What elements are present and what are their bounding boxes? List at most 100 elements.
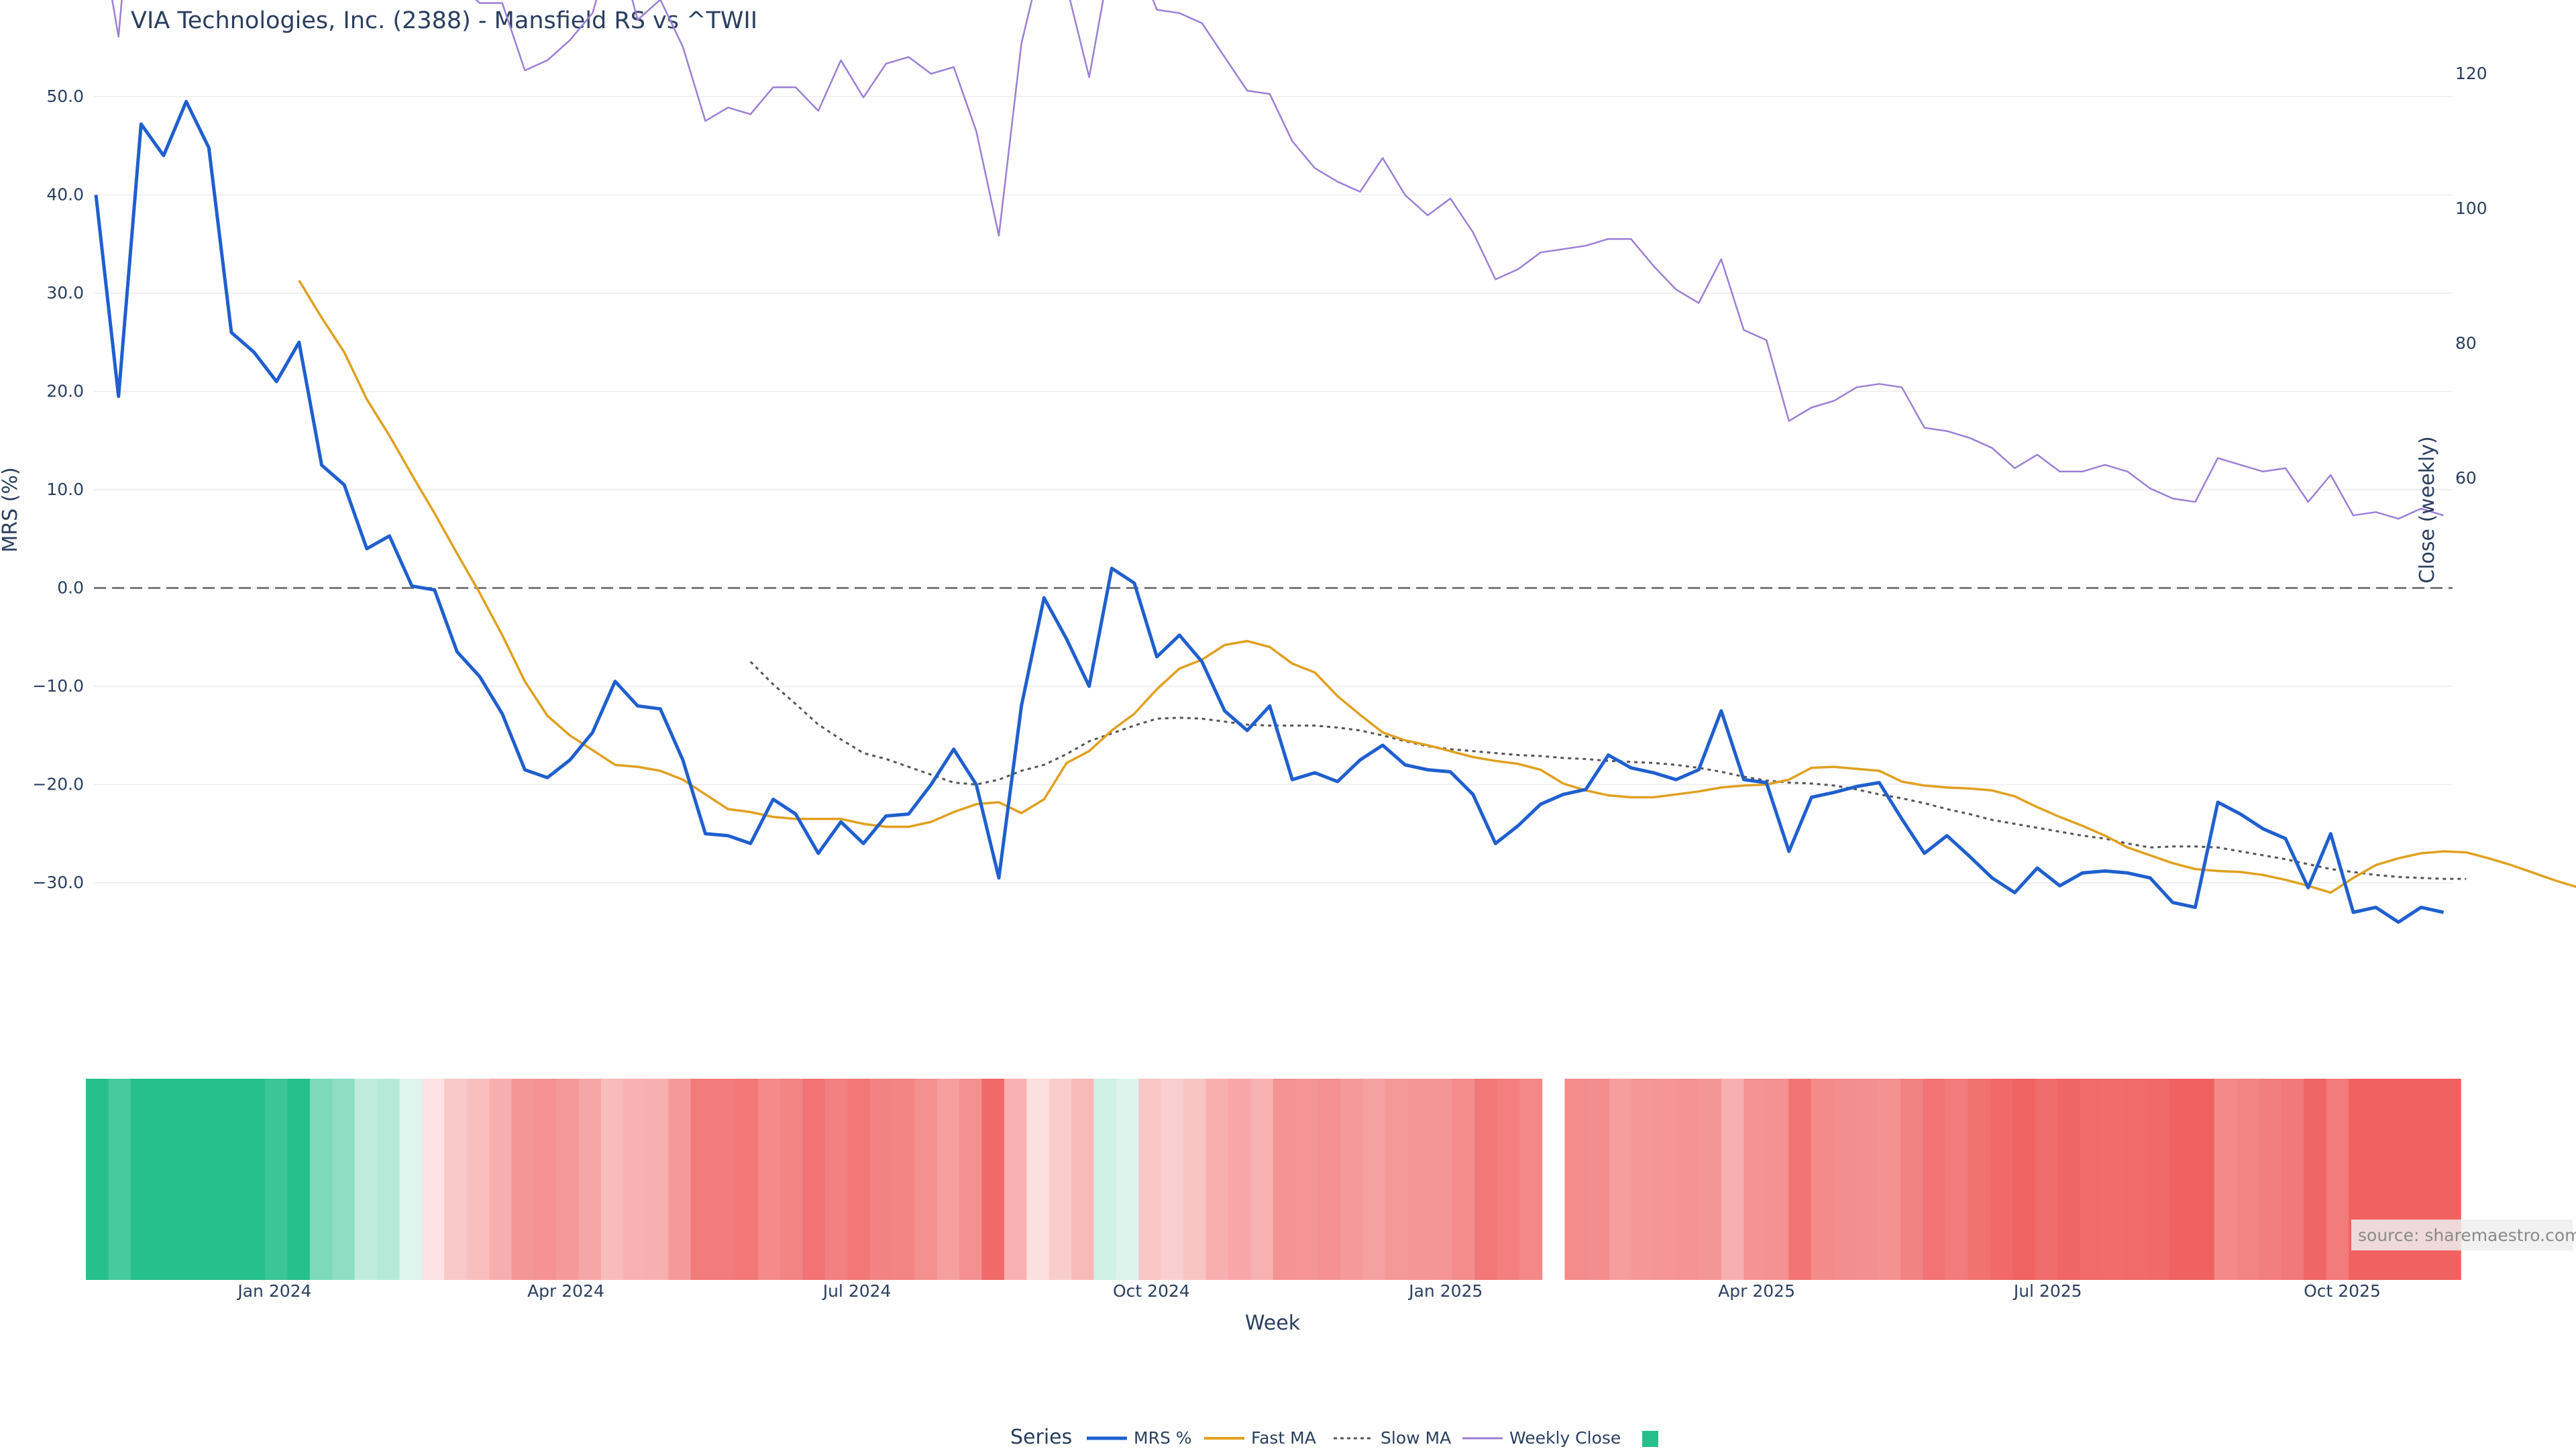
strip-cell [892, 1079, 916, 1280]
strip-cell [2192, 1079, 2215, 1280]
strip-cell [1116, 1079, 1140, 1280]
strip-cell [332, 1079, 356, 1280]
source-badge [2351, 1220, 2573, 1250]
strip-cell [914, 1079, 938, 1280]
strip-cell [2281, 1079, 2305, 1280]
strip-cell [802, 1079, 826, 1280]
strip-cell [153, 1079, 176, 1280]
strip-cell [242, 1079, 266, 1280]
strip-cell [1945, 1079, 1969, 1280]
strip-cell [735, 1079, 759, 1280]
strip-cell [533, 1079, 557, 1280]
chart-title: VIA Technologies, Inc. (2388) - Mansfiel… [131, 7, 757, 34]
right-axis-ticks: 1801601401201008060 [2455, 64, 2487, 488]
strip-cell [847, 1079, 871, 1280]
strip-cell [1318, 1079, 1341, 1280]
series-layer [94, 0, 2576, 924]
x-axis-title: Week [1245, 1311, 1301, 1335]
strip-cell [86, 1079, 109, 1280]
strip-cell [2080, 1079, 2103, 1280]
strip-cell [601, 1079, 625, 1280]
strip-cell [1452, 1079, 1475, 1280]
left-axis-ticks: 50.0 40.0 30.0 20.0 10.0 0.0 −10.0 −20.0 −30.0 [32, 87, 84, 892]
y-tick-right: 100 [2455, 199, 2487, 218]
strip-cell [824, 1079, 849, 1280]
x-tick-label: Jan 2024 [236, 1281, 311, 1301]
legend: Series MRS % Fast MA Slow MA Weekly Clos… [1010, 1426, 1658, 1449]
heatmap-strip [86, 1079, 2461, 1280]
legend-title: Series [1010, 1426, 1072, 1449]
strip-cell [175, 1079, 199, 1280]
y-tick-right: 120 [2455, 64, 2487, 83]
strip-cell [489, 1079, 513, 1280]
strip-cell [1900, 1079, 1924, 1280]
strip-cell [265, 1079, 288, 1280]
strip-cell [1273, 1079, 1296, 1280]
strip-cell [2237, 1079, 2260, 1280]
strip-cell [690, 1079, 714, 1280]
y-tick-left: 40.0 [46, 185, 84, 205]
strip-cell [1788, 1079, 1812, 1280]
strip-cell [2125, 1079, 2148, 1280]
strip-cell [1004, 1079, 1028, 1280]
strip-cell [1587, 1079, 1610, 1280]
strip-cell [1878, 1079, 1901, 1280]
strip-cell [1049, 1079, 1072, 1280]
strip-cell [108, 1079, 131, 1280]
source-annotation: source: sharemaestro.com [2351, 1220, 2576, 1250]
legend-swatch-strip [1642, 1431, 1658, 1447]
strip-cell [1990, 1079, 2013, 1280]
strip-cell [780, 1079, 804, 1280]
strip-cell [757, 1079, 781, 1280]
strip-cell [2326, 1079, 2349, 1280]
y-tick-left: −30.0 [32, 873, 84, 892]
strip-cell [399, 1079, 423, 1280]
strip-cell [623, 1079, 647, 1280]
strip-cell [130, 1079, 154, 1280]
x-tick-label: Oct 2024 [1113, 1281, 1190, 1301]
strip-cell [1968, 1079, 1991, 1280]
strip-cell [2259, 1079, 2282, 1280]
x-tick-label: Jul 2024 [822, 1281, 892, 1301]
strip-cell [1721, 1079, 1745, 1280]
strip-cell [1183, 1079, 1207, 1280]
strip-cell [511, 1079, 535, 1280]
strip-cell [1497, 1079, 1520, 1280]
strip-cell [1161, 1079, 1184, 1280]
strip-cell [1093, 1079, 1117, 1280]
x-tick-label: Jul 2025 [2012, 1281, 2082, 1301]
strip-cell [1631, 1079, 1655, 1280]
strip-cell [1295, 1079, 1319, 1280]
strip-cell [2169, 1079, 2193, 1280]
x-tick-label: Apr 2024 [527, 1281, 604, 1301]
strip-cell [668, 1079, 692, 1280]
strip-cell [1138, 1079, 1162, 1280]
strip-cell [421, 1079, 445, 1280]
series-line-slow-ma [749, 661, 2467, 880]
strip-cell [1340, 1079, 1364, 1280]
strip-cell [1250, 1079, 1274, 1280]
strip-cell [1071, 1079, 1095, 1280]
y-tick-left: 50.0 [46, 87, 84, 106]
legend-item-fast-ma: Fast MA [1251, 1428, 1316, 1448]
strip-cell [1654, 1079, 1678, 1280]
strip-cell [1026, 1079, 1050, 1280]
strip-cell [2102, 1079, 2125, 1280]
strip-cell [981, 1079, 1005, 1280]
x-tick-label: Apr 2025 [1718, 1281, 1795, 1301]
strip-cell [2147, 1079, 2170, 1280]
strip-cell [2057, 1079, 2081, 1280]
strip-cell [1923, 1079, 1946, 1280]
source-text: source: sharemaestro.com [2358, 1226, 2576, 1245]
strip-cell [1205, 1079, 1229, 1280]
strip-cell [1362, 1079, 1386, 1280]
strip-cell [2012, 1079, 2036, 1280]
strip-cell [2214, 1079, 2237, 1280]
strip-cell [959, 1079, 983, 1280]
legend-item-mrs: MRS % [1134, 1428, 1192, 1448]
y-axis-title-right: Close (weekly) [2416, 436, 2439, 584]
y-tick-right: 80 [2455, 333, 2477, 353]
legend-item-close: Weekly Close [1509, 1428, 1621, 1448]
strip-cell [556, 1079, 580, 1280]
x-axis-ticks: Jan 2024 Apr 2024 Jul 2024 Oct 2024 Jan 2025… [236, 1281, 2381, 1301]
